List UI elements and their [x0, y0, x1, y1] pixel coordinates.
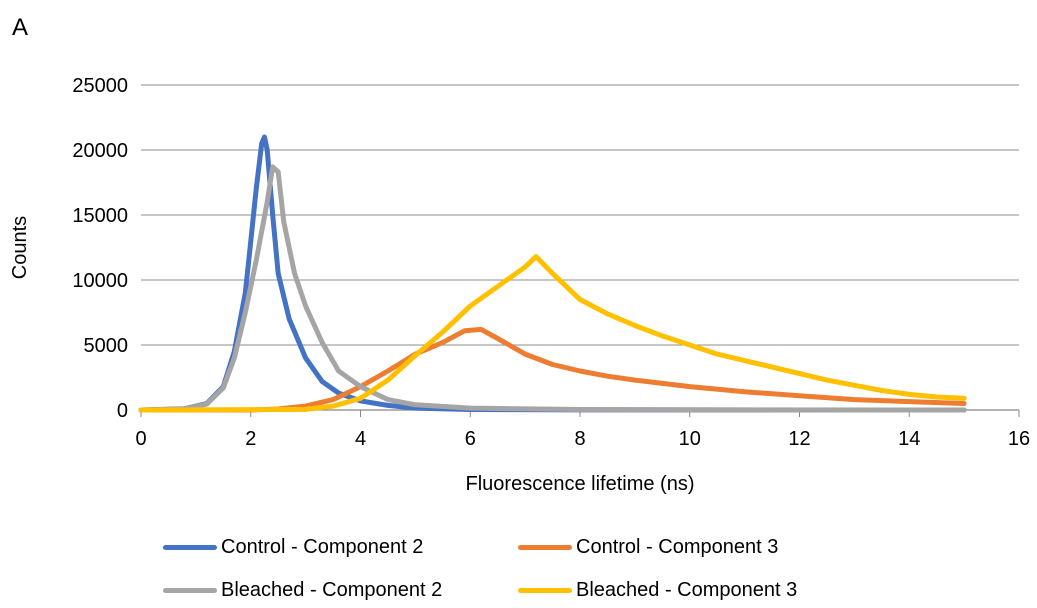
legend-label: Control - Component 2 — [221, 535, 424, 558]
x-tick-label: 14 — [898, 428, 920, 450]
legend-item: Control - Component 2 — [163, 536, 518, 559]
legend-swatch — [163, 544, 217, 550]
legend-row: Bleached - Component 2 Bleached - Compone… — [163, 578, 797, 602]
series-line-4 — [138, 254, 967, 413]
x-ticks: 0 2 4 6 8 10 12 14 16 — [135, 410, 1030, 450]
series-line-2 — [138, 326, 967, 413]
legend-swatch — [518, 544, 572, 550]
gridlines — [141, 84, 1019, 346]
legend-label: Control - Component 3 — [576, 535, 779, 558]
y-tick-label: 0 — [117, 400, 128, 422]
y-tick-label: 20000 — [72, 140, 128, 162]
panel-label: A — [12, 14, 29, 41]
y-ticks: 0 5000 10000 15000 20000 25000 — [72, 75, 128, 422]
x-tick-label: 0 — [135, 428, 146, 450]
series-line-3 — [138, 164, 967, 413]
legend-item: Bleached - Component 3 — [518, 579, 797, 602]
y-tick-label: 15000 — [72, 205, 128, 227]
legend-swatch — [518, 587, 572, 593]
legend-label: Bleached - Component 3 — [576, 578, 798, 601]
x-tick-label: 12 — [788, 428, 810, 450]
legend-item: Control - Component 3 — [518, 536, 778, 559]
y-tick-label: 5000 — [84, 335, 129, 357]
x-tick-label: 8 — [574, 428, 585, 450]
y-axis-title: Counts — [9, 216, 31, 279]
legend-item: Bleached - Component 2 — [163, 579, 518, 602]
y-tick-label: 10000 — [72, 270, 128, 292]
x-tick-label: 4 — [355, 428, 366, 450]
x-axis-title: Fluorescence lifetime (ns) — [466, 473, 695, 495]
x-tick-label: 10 — [679, 428, 701, 450]
x-tick-label: 2 — [245, 428, 256, 450]
y-tick-label: 25000 — [72, 75, 128, 97]
series-group — [138, 134, 967, 413]
legend-swatch — [163, 587, 217, 593]
x-tick-label: 16 — [1008, 428, 1030, 450]
x-tick-label: 6 — [465, 428, 476, 450]
legend-label: Bleached - Component 2 — [221, 578, 443, 601]
legend-row: Control - Component 2 Control - Component… — [163, 535, 778, 559]
